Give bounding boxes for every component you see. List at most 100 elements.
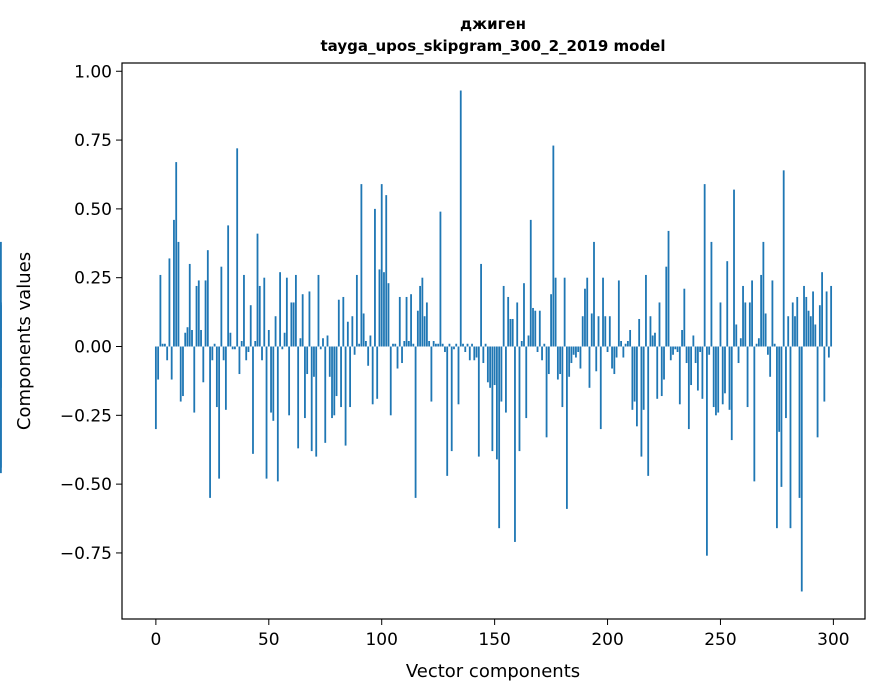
bar-133 <box>455 343 458 347</box>
bar-78 <box>331 346 333 419</box>
bar-156 <box>507 296 510 347</box>
bar-26 <box>213 343 216 347</box>
bar-154 <box>502 285 505 347</box>
bar-41 <box>247 346 250 353</box>
bar-214 <box>638 318 641 347</box>
bar-268 <box>760 274 763 347</box>
bar-43 <box>252 346 254 454</box>
bar-223 <box>658 302 661 347</box>
bar-97 <box>374 208 376 347</box>
y-axis-ticks: −0.75 −0.50 −0.25 0.00 0.25 0.50 0.75 1.00 <box>60 62 122 564</box>
bar-126 <box>439 211 442 347</box>
bar-4 <box>164 343 166 347</box>
bar-54 <box>276 346 279 482</box>
bar-0 <box>154 346 157 430</box>
bar-3 <box>161 343 164 347</box>
bar-27 <box>215 346 218 408</box>
bar-164 <box>525 346 528 419</box>
y-axis-label: Components values <box>14 252 35 430</box>
bar-112 <box>407 341 410 347</box>
bar-253 <box>726 261 729 347</box>
x-tick-label-0: 0 <box>150 630 161 650</box>
bar-121 <box>428 341 431 347</box>
bar-185 <box>572 346 575 355</box>
bar-87 <box>351 316 354 347</box>
y-tick-label-1: −0.50 <box>60 475 112 495</box>
bar-230 <box>674 346 677 350</box>
bar-56 <box>281 346 284 350</box>
bar-89 <box>355 274 358 347</box>
bar-163 <box>523 283 525 347</box>
bar-193 <box>590 313 593 347</box>
bar-146 <box>484 343 487 347</box>
bar-13 <box>184 332 187 347</box>
bar-137 <box>464 346 467 353</box>
bar-151 <box>495 346 498 460</box>
bar-64 <box>299 338 302 347</box>
bar-217 <box>645 274 647 347</box>
y-tick-label-7: 1.00 <box>74 62 112 82</box>
bar-84 <box>344 346 347 446</box>
bar-225 <box>663 346 665 380</box>
bar-93 <box>364 341 367 347</box>
bar-167 <box>532 307 534 347</box>
bar-234 <box>683 288 686 347</box>
bar-36 <box>236 148 239 347</box>
bar-45 <box>256 233 259 347</box>
bar-1 <box>157 346 160 380</box>
bar-228 <box>669 346 672 361</box>
bar-275 <box>776 346 778 529</box>
bar-119 <box>423 316 426 347</box>
bar-9 <box>175 162 178 347</box>
bar-11 <box>179 346 182 402</box>
bar-50 <box>267 329 270 347</box>
bar-59 <box>288 346 291 416</box>
bar-128 <box>444 346 446 353</box>
bar-180 <box>561 346 564 408</box>
bar-37 <box>238 346 241 375</box>
bar-88 <box>353 346 356 355</box>
bar-169 <box>536 346 539 353</box>
bar-61 <box>292 302 295 347</box>
bar-209 <box>626 341 629 347</box>
bar-216 <box>642 346 645 410</box>
bar-171 <box>541 346 543 361</box>
bar-246 <box>710 241 713 347</box>
bar-236 <box>687 346 690 430</box>
bar-179 <box>559 346 562 375</box>
bar-72 <box>317 274 320 347</box>
bar-132 <box>453 346 455 350</box>
bar-38 <box>240 341 243 347</box>
bar-144 <box>480 263 482 347</box>
bar-183 <box>568 346 571 377</box>
bar-40 <box>245 346 248 361</box>
bar-159 <box>514 346 516 542</box>
bar-286 <box>800 346 803 592</box>
bar-67 <box>306 346 309 375</box>
bar-24 <box>209 346 211 498</box>
bar-200 <box>606 346 609 353</box>
bar-55 <box>279 272 281 347</box>
bar-8 <box>173 219 175 347</box>
bar-239 <box>694 346 697 364</box>
bar-278 <box>782 170 785 347</box>
bar-197 <box>599 346 602 430</box>
bar-201 <box>608 316 611 347</box>
x-tick-label-200: 200 <box>591 630 623 650</box>
bar-30 <box>222 346 225 361</box>
y-tick-label-0: −0.75 <box>60 544 112 564</box>
bar-110 <box>403 341 406 347</box>
bar-32 <box>227 225 230 347</box>
bar-90 <box>358 343 361 347</box>
bar-237 <box>690 346 693 386</box>
bar-62 <box>294 274 297 347</box>
bar-135 <box>459 90 462 347</box>
bar-291 <box>812 291 814 347</box>
bar-182 <box>565 346 568 509</box>
bar-82 <box>340 346 342 408</box>
bar-277 <box>780 346 783 487</box>
bar-157 <box>509 318 512 347</box>
x-tick-label-100: 100 <box>365 630 397 650</box>
bar-218 <box>647 346 650 476</box>
bar-177 <box>554 277 557 347</box>
